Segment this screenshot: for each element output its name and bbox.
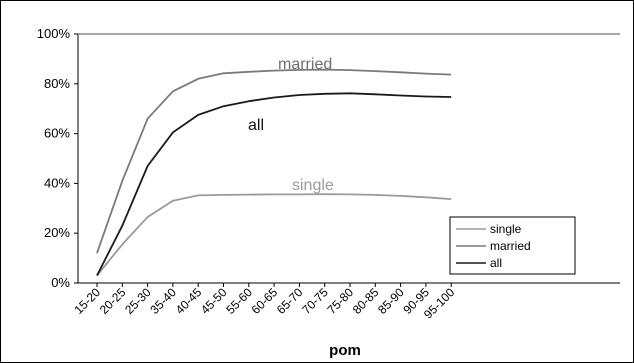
annotation-single: single <box>292 177 334 194</box>
annotation-all: all <box>248 117 264 134</box>
x-tick-label: 20-25 <box>97 285 129 317</box>
annotation-married: married <box>278 56 332 73</box>
x-tick-labels: 15-2020-2525-3035-4040-4545-5055-6060-65… <box>72 283 458 322</box>
y-tick-labels: 0% 20% 40% 60% 80% 100% <box>37 26 78 290</box>
x-tick-label: 65-70 <box>274 285 306 317</box>
series-lines <box>97 70 451 276</box>
x-tick-label: 55-60 <box>223 285 255 317</box>
x-tick-label: 60-65 <box>249 285 281 317</box>
y-tick-label: 0% <box>51 275 70 290</box>
y-tick-label: 60% <box>44 126 70 141</box>
series-line-all <box>97 93 451 275</box>
series-line-single <box>97 194 451 275</box>
x-tick-label: 80-85 <box>350 285 382 317</box>
legend-label-married: married <box>490 239 531 253</box>
x-tick-label: 75-80 <box>325 285 357 317</box>
y-tick-label: 80% <box>44 76 70 91</box>
x-tick-label: 40-45 <box>173 285 205 317</box>
x-tick-label: 35-40 <box>147 285 179 317</box>
legend: single married all <box>450 217 575 274</box>
legend-label-single: single <box>490 222 522 236</box>
x-tick-label: 45-50 <box>198 285 230 317</box>
y-tick-label: 20% <box>44 225 70 240</box>
legend-label-all: all <box>490 256 502 270</box>
x-tick-label: 15-20 <box>72 285 104 317</box>
x-tick-label: 25-30 <box>122 285 154 317</box>
y-tick-label: 100% <box>37 26 71 41</box>
x-tick-label: 70-75 <box>299 285 331 317</box>
y-tick-label: 40% <box>44 175 70 190</box>
x-axis-label: pom <box>329 342 361 359</box>
x-tick-label: 85-90 <box>375 285 407 317</box>
